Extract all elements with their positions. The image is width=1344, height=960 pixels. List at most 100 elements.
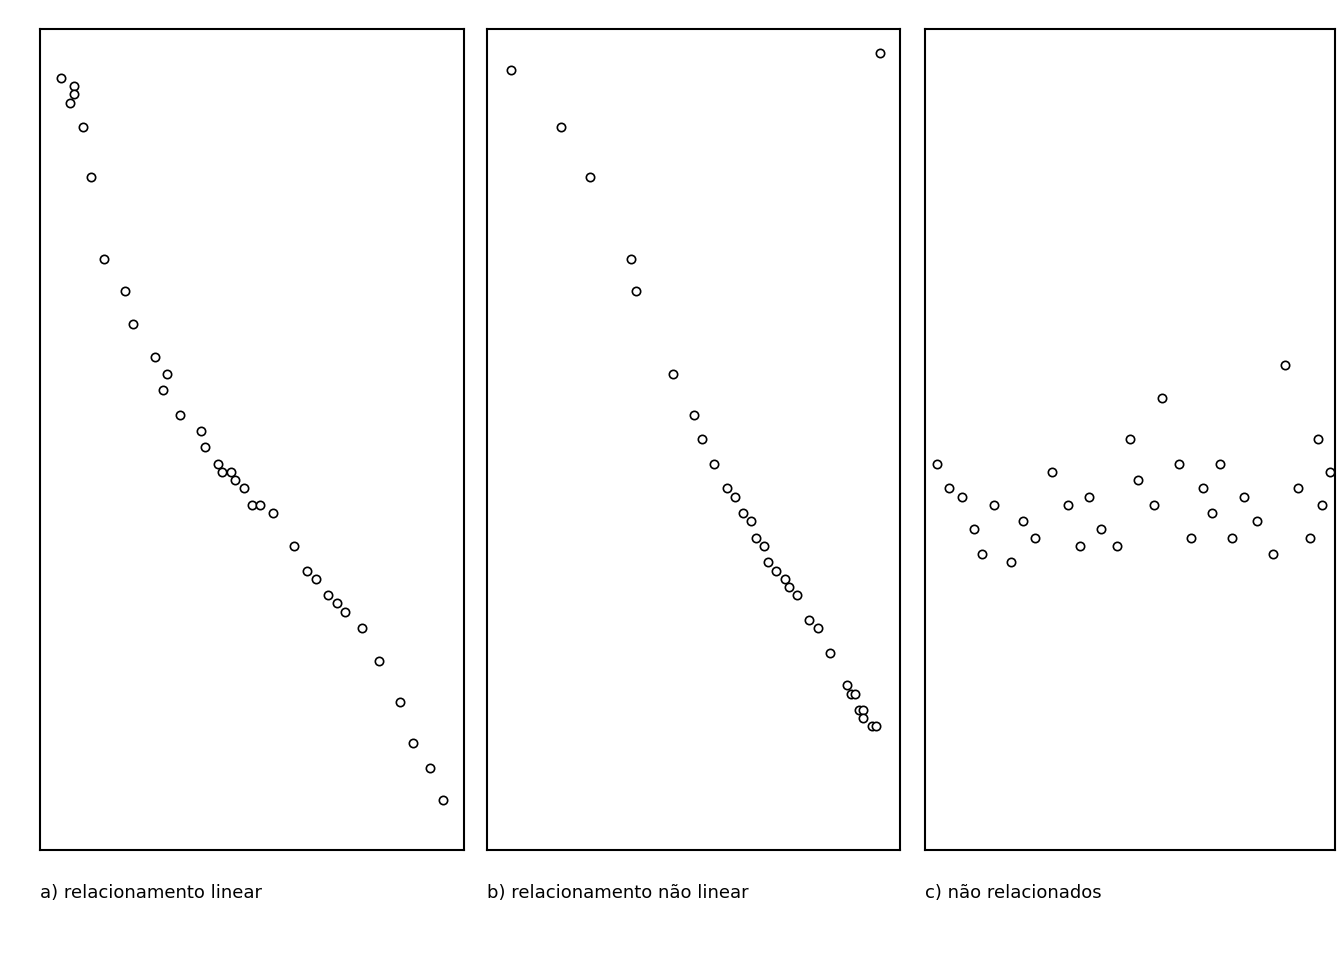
Point bbox=[262, 505, 284, 520]
Point bbox=[207, 456, 228, 471]
Point bbox=[972, 546, 993, 562]
Point bbox=[51, 70, 73, 85]
Point bbox=[431, 793, 453, 808]
Point bbox=[1192, 481, 1214, 496]
Point bbox=[703, 456, 724, 471]
Point bbox=[852, 710, 874, 726]
Point bbox=[1024, 530, 1046, 545]
Point bbox=[1180, 530, 1202, 545]
Point bbox=[1168, 456, 1189, 471]
Point bbox=[114, 284, 136, 300]
Point bbox=[93, 251, 114, 266]
Point bbox=[73, 120, 94, 135]
Point bbox=[284, 539, 305, 554]
Point bbox=[296, 563, 317, 578]
Point bbox=[1274, 358, 1296, 373]
Point bbox=[325, 595, 347, 612]
Point bbox=[169, 407, 191, 422]
Point bbox=[1058, 497, 1079, 513]
Point bbox=[156, 366, 177, 381]
Point bbox=[1246, 514, 1267, 529]
Point bbox=[683, 407, 704, 422]
Point bbox=[732, 505, 754, 520]
Point bbox=[224, 472, 246, 488]
Point bbox=[390, 694, 411, 709]
Point bbox=[241, 497, 262, 513]
Point bbox=[1152, 391, 1173, 406]
Point bbox=[964, 522, 985, 538]
Point bbox=[1106, 539, 1128, 554]
Point bbox=[938, 481, 960, 496]
Text: a) relacionamento linear: a) relacionamento linear bbox=[40, 884, 262, 901]
Point bbox=[774, 571, 796, 587]
Point bbox=[250, 497, 271, 513]
Point bbox=[950, 489, 972, 504]
Point bbox=[860, 719, 882, 734]
Point bbox=[59, 95, 81, 110]
Text: c) não relacionados: c) não relacionados bbox=[925, 884, 1101, 901]
Point bbox=[1308, 432, 1329, 447]
Point bbox=[840, 686, 862, 702]
Point bbox=[1210, 456, 1231, 471]
Point bbox=[368, 653, 390, 668]
Point bbox=[402, 735, 423, 751]
Point bbox=[1320, 465, 1341, 480]
Point bbox=[806, 620, 828, 636]
Point bbox=[844, 686, 866, 702]
Point bbox=[1288, 481, 1309, 496]
Point bbox=[1312, 497, 1333, 513]
Point bbox=[1128, 472, 1149, 488]
Point bbox=[1262, 546, 1284, 562]
Point bbox=[220, 465, 242, 480]
Point bbox=[1090, 522, 1111, 538]
Point bbox=[63, 86, 85, 102]
Point bbox=[1202, 505, 1223, 520]
Point bbox=[848, 703, 870, 718]
Text: b) relacionamento não linear: b) relacionamento não linear bbox=[487, 884, 749, 901]
Point bbox=[211, 465, 233, 480]
Point bbox=[984, 497, 1005, 513]
Point bbox=[122, 317, 144, 332]
Point bbox=[1012, 514, 1034, 529]
Point bbox=[1144, 497, 1165, 513]
Point bbox=[870, 46, 891, 61]
Point bbox=[1118, 432, 1140, 447]
Point bbox=[798, 612, 820, 628]
Point bbox=[550, 120, 571, 135]
Point bbox=[836, 678, 857, 693]
Point bbox=[625, 284, 646, 300]
Point bbox=[1222, 530, 1243, 545]
Point bbox=[305, 571, 327, 587]
Point bbox=[716, 481, 738, 496]
Point bbox=[786, 588, 808, 603]
Point bbox=[663, 366, 684, 381]
Point bbox=[753, 539, 774, 554]
Point bbox=[81, 169, 102, 184]
Point bbox=[579, 169, 601, 184]
Point bbox=[1042, 465, 1063, 480]
Point bbox=[757, 555, 778, 570]
Point bbox=[1070, 539, 1091, 554]
Point bbox=[195, 440, 216, 455]
Point bbox=[335, 604, 356, 619]
Point bbox=[152, 382, 173, 397]
Point bbox=[63, 79, 85, 94]
Point bbox=[1078, 489, 1099, 504]
Point bbox=[1300, 530, 1321, 545]
Point bbox=[852, 703, 874, 718]
Point bbox=[766, 563, 788, 578]
Point bbox=[866, 719, 887, 734]
Point bbox=[926, 456, 948, 471]
Point bbox=[691, 432, 712, 447]
Point bbox=[144, 349, 165, 365]
Point bbox=[621, 251, 642, 266]
Point bbox=[419, 760, 441, 776]
Point bbox=[820, 645, 841, 660]
Point bbox=[778, 579, 800, 594]
Point bbox=[191, 423, 212, 439]
Point bbox=[745, 530, 766, 545]
Point bbox=[724, 489, 746, 504]
Point bbox=[1234, 489, 1255, 504]
Point bbox=[317, 588, 339, 603]
Point bbox=[233, 481, 254, 496]
